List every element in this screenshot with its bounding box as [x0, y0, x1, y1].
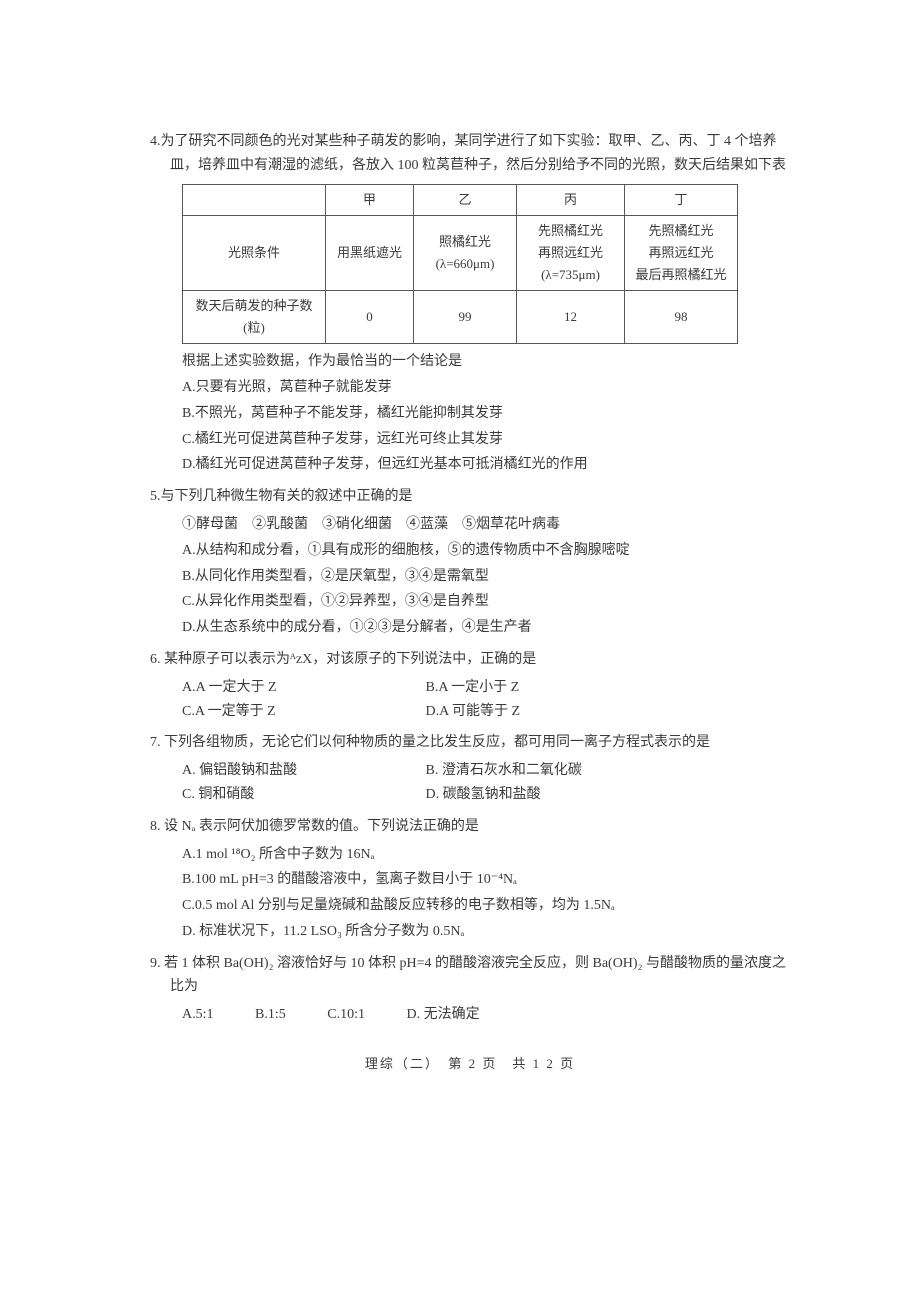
q7-stem: 7. 下列各组物质，无论它们以何种物质的量之比发生反应，都可用同一离子方程式表示…: [150, 731, 790, 755]
question-9: 9. 若 1 体积 Ba(OH)₂ 溶液恰好与 10 体积 pH=4 的醋酸溶液…: [150, 952, 790, 1027]
cell-jia: 甲: [326, 184, 414, 215]
q9-opt-d: D. 无法确定: [406, 1003, 479, 1027]
q7-opt-d: D. 碳酸氢钠和盐酸: [426, 783, 666, 807]
q8-stem: 8. 设 Nₐ 表示阿伏加德罗常数的值。下列说法正确的是: [150, 815, 790, 839]
q4-table: 甲 乙 丙 丁 光照条件 用黑纸遮光 照橘红光 (λ=660μm) 先照橘红光 …: [182, 184, 738, 345]
q5-opt-c: C.从异化作用类型看，①②异养型，③④是自养型: [150, 590, 790, 614]
q4-opt-c: C.橘红光可促进莴苣种子发芽，远红光可终止其发芽: [150, 428, 790, 452]
question-7: 7. 下列各组物质，无论它们以何种物质的量之比发生反应，都可用同一离子方程式表示…: [150, 731, 790, 806]
cell-count-d: 98: [625, 290, 738, 343]
cell-c-line2: 再照远红光: [523, 242, 618, 264]
q9-opts: A.5:1 B.1:5 C.10:1 D. 无法确定: [150, 1003, 790, 1027]
question-5: 5.与下列几种微生物有关的叙述中正确的是 ①酵母菌 ②乳酸菌 ③硝化细菌 ④蓝藻…: [150, 485, 790, 640]
question-4: 4.为了研究不同颜色的光对某些种子萌发的影响，某同学进行了如下实验：取甲、乙、丙…: [150, 130, 790, 477]
q6-opts-row2: C.A 一定等于 Z D.A 可能等于 Z: [150, 700, 790, 724]
cell-a: 用黑纸遮光: [326, 215, 414, 290]
q8-opt-d: D. 标准状况下，11.2 LSO₃ 所含分子数为 0.5Nₐ: [150, 920, 790, 944]
q6-opt-d: D.A 可能等于 Z: [426, 700, 666, 724]
q5-opt-a: A.从结构和成分看，①具有成形的细胞核，⑤的遗传物质中不含胸腺嘧啶: [150, 539, 790, 563]
cell-count-a: 0: [326, 290, 414, 343]
q7-opts-row2: C. 铜和硝酸 D. 碳酸氢钠和盐酸: [150, 783, 790, 807]
q8-opt-b: B.100 mL pH=3 的醋酸溶液中，氢离子数目小于 10⁻⁴Nₐ: [150, 868, 790, 892]
q5-opt-b: B.从同化作用类型看，②是厌氧型，③④是需氧型: [150, 565, 790, 589]
q4-opt-b: B.不照光，莴苣种子不能发芽，橘红光能抑制其发芽: [150, 402, 790, 426]
cell-b: 照橘红光 (λ=660μm): [414, 215, 517, 290]
table-row: 甲 乙 丙 丁: [183, 184, 738, 215]
q9-opt-b: B.1:5: [255, 1003, 286, 1027]
cell-d: 先照橘红光 再照远红光 最后再照橘红光: [625, 215, 738, 290]
q4-opt-d: D.橘红光可促进莴苣种子发芽，但远红光基本可抵消橘红光的作用: [150, 453, 790, 477]
cell-c-line1: 先照橘红光: [523, 220, 618, 242]
q5-items: ①酵母菌 ②乳酸菌 ③硝化细菌 ④蓝藻 ⑤烟草花叶病毒: [150, 513, 790, 537]
cell-ding: 丁: [625, 184, 738, 215]
q4-stem: 4.为了研究不同颜色的光对某些种子萌发的影响，某同学进行了如下实验：取甲、乙、丙…: [150, 130, 790, 178]
q7-opt-a: A. 偏铝酸钠和盐酸: [182, 759, 422, 783]
cell-b-line2: (λ=660μm): [420, 253, 510, 275]
q9-opt-c: C.10:1: [327, 1003, 365, 1027]
q8-opt-a: A.1 mol ¹⁸O₂ 所含中子数为 16Nₐ: [150, 843, 790, 867]
cell-count-c: 12: [517, 290, 625, 343]
q6-opt-b: B.A 一定小于 Z: [426, 676, 666, 700]
q7-opt-b: B. 澄清石灰水和二氧化碳: [426, 759, 666, 783]
q6-stem: 6. 某种原子可以表示为ᴬzX，对该原子的下列说法中，正确的是: [150, 648, 790, 672]
cell-b-line1: 照橘红光: [420, 231, 510, 253]
cell-count-head: 数天后萌发的种子数(粒): [183, 290, 326, 343]
q9-stem: 9. 若 1 体积 Ba(OH)₂ 溶液恰好与 10 体积 pH=4 的醋酸溶液…: [150, 952, 790, 1000]
cell-d-line2: 再照远红光: [631, 242, 731, 264]
q9-opt-a: A.5:1: [182, 1003, 214, 1027]
cell-c: 先照橘红光 再照远红光 (λ=735μm): [517, 215, 625, 290]
q8-opt-c: C.0.5 mol Al 分别与足量烧碱和盐酸反应转移的电子数相等，均为 1.5…: [150, 894, 790, 918]
table-row: 光照条件 用黑纸遮光 照橘红光 (λ=660μm) 先照橘红光 再照远红光 (λ…: [183, 215, 738, 290]
cell-d-line3: 最后再照橘红光: [631, 264, 731, 286]
cell-d-line1: 先照橘红光: [631, 220, 731, 242]
q5-stem: 5.与下列几种微生物有关的叙述中正确的是: [150, 485, 790, 509]
table-row: 数天后萌发的种子数(粒) 0 99 12 98: [183, 290, 738, 343]
cell-c-line3: (λ=735μm): [523, 264, 618, 286]
cell-bing: 丙: [517, 184, 625, 215]
question-8: 8. 设 Nₐ 表示阿伏加德罗常数的值。下列说法正确的是 A.1 mol ¹⁸O…: [150, 815, 790, 944]
q6-opt-a: A.A 一定大于 Z: [182, 676, 422, 700]
exam-page: 4.为了研究不同颜色的光对某些种子萌发的影响，某同学进行了如下实验：取甲、乙、丙…: [0, 0, 920, 1135]
q6-opt-c: C.A 一定等于 Z: [182, 700, 422, 724]
page-footer: 理综（二） 第 2 页 共 1 2 页: [150, 1053, 790, 1075]
q7-opt-c: C. 铜和硝酸: [182, 783, 422, 807]
q4-lead: 根据上述实验数据，作为最恰当的一个结论是: [150, 350, 790, 374]
cell-yi: 乙: [414, 184, 517, 215]
q6-opts-row1: A.A 一定大于 Z B.A 一定小于 Z: [150, 676, 790, 700]
q4-opt-a: A.只要有光照，莴苣种子就能发芽: [150, 376, 790, 400]
cell-count-b: 99: [414, 290, 517, 343]
q5-opt-d: D.从生态系统中的成分看，①②③是分解者，④是生产者: [150, 616, 790, 640]
q7-opts-row1: A. 偏铝酸钠和盐酸 B. 澄清石灰水和二氧化碳: [150, 759, 790, 783]
cell-blank: [183, 184, 326, 215]
cell-light-cond: 光照条件: [183, 215, 326, 290]
question-6: 6. 某种原子可以表示为ᴬzX，对该原子的下列说法中，正确的是 A.A 一定大于…: [150, 648, 790, 723]
